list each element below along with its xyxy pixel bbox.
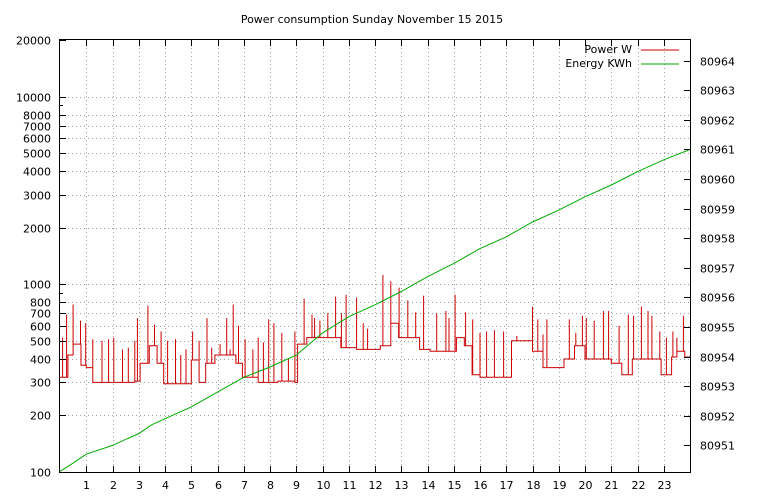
x-tick-label: 13	[395, 479, 409, 492]
x-tick-label: 20	[579, 479, 593, 492]
x-tick-label: 8	[267, 479, 274, 492]
y2-tick-label: 80960	[700, 174, 735, 187]
y-tick-label: 4000	[23, 166, 51, 179]
y-tick-label: 3000	[23, 190, 51, 203]
y-tick-label: 1000	[23, 279, 51, 292]
y2-tick-label: 80962	[700, 115, 735, 128]
x-tick-label: 21	[605, 479, 619, 492]
series-layer	[59, 149, 691, 472]
y2-tick-label: 80951	[700, 440, 735, 453]
plot-frame	[59, 39, 691, 473]
axis-ticks	[60, 40, 690, 473]
x-tick-label: 7	[241, 479, 248, 492]
y2-axis-tick-labels: 80951 80952 80953 80954 80955 80956 80957 80958…	[700, 56, 735, 453]
y2-tick-label: 80963	[700, 85, 735, 98]
y-tick-label: 20000	[16, 35, 51, 48]
chart-title: Power consumption Sunday November 15 201…	[241, 13, 503, 26]
x-tick-label: 2	[110, 479, 117, 492]
grid	[60, 40, 690, 472]
y-tick-label: 400	[30, 354, 51, 367]
y2-tick-label: 80952	[700, 411, 735, 424]
x-tick-label: 9	[293, 479, 300, 492]
x-tick-label: 5	[188, 479, 195, 492]
y-tick-label: 200	[30, 410, 51, 423]
x-tick-label: 10	[317, 479, 331, 492]
y2-tick-label: 80957	[700, 263, 735, 276]
x-tick-label: 12	[369, 479, 383, 492]
x-tick-label: 11	[343, 479, 357, 492]
y2-tick-label: 80954	[700, 352, 735, 365]
x-tick-label: 16	[474, 479, 488, 492]
y2-tick-label: 80953	[700, 381, 735, 394]
y2-tick-label: 80956	[700, 292, 735, 305]
y-tick-label: 700	[30, 308, 51, 321]
y-tick-label: 8000	[23, 110, 51, 123]
y-tick-label: 7000	[23, 121, 51, 134]
y2-tick-label: 80964	[700, 56, 735, 69]
x-tick-label: 23	[658, 479, 672, 492]
legend: Power W Energy KWh	[565, 43, 679, 70]
energy-series-line	[59, 149, 691, 472]
y2-tick-label: 80955	[700, 322, 735, 335]
y-tick-label: 5000	[23, 148, 51, 161]
legend-label-energy: Energy KWh	[565, 57, 632, 70]
y-tick-label: 300	[30, 377, 51, 390]
y-tick-label: 500	[30, 336, 51, 349]
y-tick-label: 100	[30, 467, 51, 480]
x-tick-label: 15	[448, 479, 462, 492]
x-tick-label: 1	[83, 479, 90, 492]
y-tick-label: 800	[30, 297, 51, 310]
x-tick-label: 3	[136, 479, 143, 492]
legend-label-power: Power W	[584, 43, 632, 56]
x-tick-label: 14	[422, 479, 436, 492]
y-tick-label: 6000	[23, 133, 51, 146]
x-tick-label: 6	[215, 479, 222, 492]
y-tick-label: 2000	[23, 223, 51, 236]
x-tick-label: 17	[500, 479, 514, 492]
x-tick-label: 18	[527, 479, 541, 492]
x-tick-label: 4	[162, 479, 169, 492]
power-series-line	[60, 275, 690, 385]
y2-tick-label: 80961	[700, 144, 735, 157]
y-tick-label: 10000	[16, 92, 51, 105]
y2-tick-label: 80958	[700, 233, 735, 246]
y-tick-label: 600	[30, 321, 51, 334]
x-tick-label: 19	[553, 479, 567, 492]
x-axis-tick-labels: 1 2 3 4 5 6 7 8 9 10 11 12 13 14 15 16 17 18 19 20 21 22 23	[83, 479, 672, 492]
x-tick-label: 22	[632, 479, 646, 492]
y2-tick-label: 80959	[700, 204, 735, 217]
